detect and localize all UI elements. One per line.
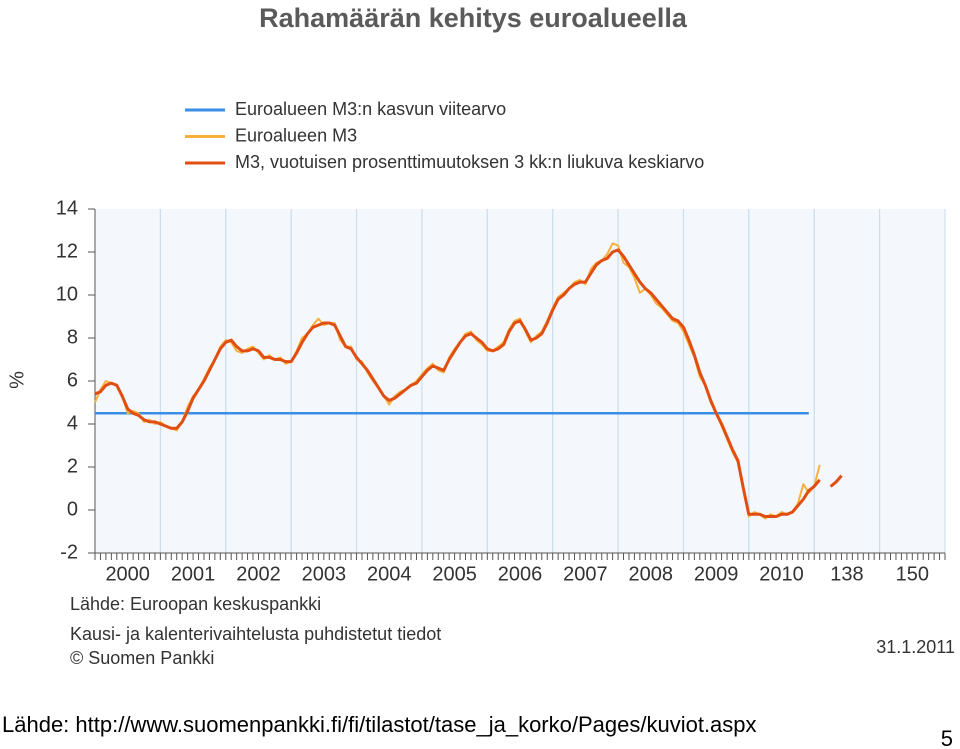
- x-tick-label: 2009: [694, 563, 739, 585]
- copyright: © Suomen Pankki: [70, 648, 214, 668]
- x-tick-label: 2005: [432, 563, 477, 585]
- chart-title: Rahamäärän kehitys euroalueella: [259, 3, 688, 33]
- date: 31.1.2011: [876, 637, 955, 657]
- y-tick-label: 4: [67, 412, 78, 434]
- x-tick-label: 138: [830, 563, 863, 585]
- x-tick-label: 2006: [498, 563, 543, 585]
- x-tick-label: 2003: [302, 563, 347, 585]
- y-tick-label: 10: [56, 283, 78, 305]
- line-series: [94, 248, 843, 518]
- x-tick-label: 2004: [367, 563, 412, 585]
- legend-label: Euroalueen M3: [235, 125, 357, 145]
- footer-source: Lähde: http://www.suomenpankki.fi/fi/til…: [2, 712, 757, 737]
- y-axis-label: %: [6, 371, 28, 389]
- y-tick-label: 14: [56, 197, 78, 219]
- x-tick-label: 2008: [629, 563, 674, 585]
- legend-label: M3, vuotuisen prosenttimuutoksen 3 kk:n …: [235, 152, 704, 172]
- page-number: 5: [941, 726, 953, 749]
- x-tick-label: 2007: [563, 563, 608, 585]
- y-tick-label: -2: [60, 541, 78, 563]
- x-tick-label: 2000: [105, 563, 150, 585]
- source: Lähde: Euroopan keskuspankki: [70, 594, 321, 614]
- y-tick-label: 6: [67, 369, 78, 391]
- plot-area: [95, 209, 945, 553]
- x-tick-label: 2010: [759, 563, 804, 585]
- x-tick-label: 2001: [171, 563, 216, 585]
- legend-label: Euroalueen M3:n kasvun viitearvo: [235, 99, 506, 119]
- note: Kausi- ja kalenterivaihtelusta puhdistet…: [70, 624, 441, 644]
- y-tick-label: 12: [56, 240, 78, 262]
- y-tick-label: 0: [67, 498, 78, 520]
- x-tick-label: 150: [896, 563, 929, 585]
- y-tick-label: 2: [67, 455, 78, 477]
- x-tick-label: 2002: [236, 563, 281, 585]
- y-tick-label: 8: [67, 326, 78, 348]
